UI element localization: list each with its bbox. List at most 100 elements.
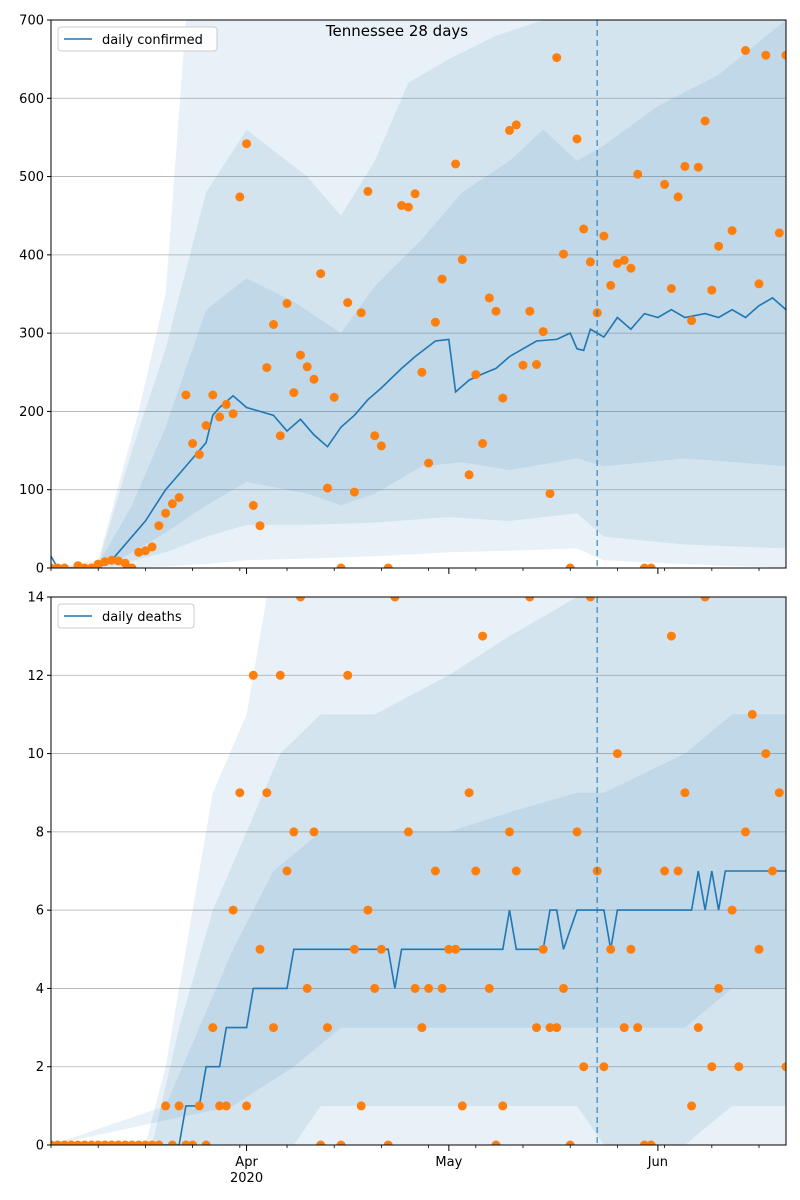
confirmed-observed-point — [599, 231, 609, 241]
deaths-observed-point — [208, 1023, 218, 1033]
deaths-observed-point — [457, 1101, 467, 1111]
deaths-observed-point — [269, 1023, 278, 1033]
deaths-observed-point — [734, 1062, 744, 1072]
deaths-band-inner — [51, 714, 786, 1145]
confirmed-observed-point — [248, 500, 258, 510]
confirmed-observed-point — [140, 546, 150, 556]
deaths-observed-point — [761, 749, 771, 759]
deaths-x-tick-label: May — [435, 1155, 462, 1170]
confirmed-observed-point — [120, 558, 130, 568]
deaths-observed-point — [781, 1062, 786, 1072]
deaths-observed-point — [747, 709, 757, 719]
confirmed-y-tick-label: 600 — [19, 92, 44, 107]
deaths-observed-point — [579, 1062, 589, 1072]
confirmed-observed-point — [606, 280, 616, 290]
deaths-median-line — [51, 870, 786, 1145]
deaths-uncertainty-bands — [51, 597, 786, 1145]
confirmed-observed-point — [221, 399, 231, 409]
deaths-observed-point — [471, 866, 481, 876]
confirmed-observed-point — [754, 279, 764, 289]
deaths-observed-point — [417, 1023, 427, 1033]
deaths-observed-point — [741, 827, 750, 837]
confirmed-observed-point — [134, 547, 144, 557]
deaths-observed-point — [120, 1140, 130, 1145]
deaths-observed-point — [60, 1140, 69, 1145]
confirmed-observed-point — [147, 542, 157, 552]
deaths-observed-point — [768, 866, 777, 876]
deaths-observed-point — [343, 670, 353, 680]
confirmed-panel: 0 100 200 300 400 500 600 700 Tennessee 28 days… — [19, 14, 787, 577]
confirmed-observed-point — [383, 563, 393, 568]
deaths-observed-point — [424, 983, 434, 993]
deaths-observed-point — [410, 983, 420, 993]
legend-label-confirmed: daily confirmed — [102, 33, 203, 48]
deaths-observed-point — [73, 1140, 83, 1145]
confirmed-observed-point — [633, 169, 643, 179]
confirmed-observed-point — [693, 162, 703, 172]
deaths-observed-point — [107, 1140, 117, 1145]
deaths-observed-point — [599, 1062, 609, 1072]
deaths-observed-point — [356, 1101, 366, 1111]
deaths-x-tick-label: 2020 — [230, 1171, 263, 1186]
deaths-observed-point — [309, 827, 319, 837]
deaths-observed-point — [80, 1140, 90, 1145]
confirmed-observed-point — [471, 370, 481, 380]
deaths-observed-point — [511, 866, 521, 876]
deaths-observed-point — [430, 866, 440, 876]
deaths-observed-point — [363, 905, 373, 915]
deaths-observed-point — [289, 827, 299, 837]
deaths-observed-point — [707, 1062, 717, 1072]
confirmed-observed-point — [505, 125, 514, 135]
deaths-median-line-group — [51, 870, 786, 1145]
deaths-observed-point — [444, 944, 454, 954]
confirmed-observed-point — [356, 308, 366, 318]
deaths-y-tick-label: 10 — [27, 747, 44, 762]
confirmed-median-line-group — [51, 296, 786, 568]
deaths-observed-point — [100, 1140, 110, 1145]
deaths-observed-point — [680, 788, 690, 798]
deaths-observed-point — [565, 1140, 575, 1145]
chart-title: Tennessee 28 days — [325, 22, 468, 40]
confirmed-y-tick-label: 500 — [19, 170, 44, 185]
confirmed-observed-point — [572, 134, 582, 144]
confirmed-observed-point — [646, 563, 656, 568]
deaths-observed-point — [646, 1140, 656, 1145]
deaths-observed-point — [221, 1101, 231, 1111]
confirmed-observed-point — [80, 563, 90, 568]
confirmed-observed-point — [343, 298, 353, 308]
confirmed-observed-point — [289, 388, 299, 398]
confirmed-observed-point — [565, 563, 575, 568]
deaths-y-tick-label: 14 — [27, 591, 44, 606]
deaths-observed-point — [370, 983, 380, 993]
confirmed-axes-frame — [50, 19, 787, 569]
deaths-observed-point — [754, 944, 764, 954]
deaths-observed-point — [316, 1140, 326, 1145]
deaths-observed-point — [525, 597, 535, 602]
deaths-legend: daily deaths — [57, 603, 195, 629]
confirmed-observed-point — [323, 483, 332, 493]
deaths-observed-point — [464, 788, 474, 798]
deaths-observed-point — [323, 1023, 332, 1033]
confirmed-observed-point — [727, 226, 737, 236]
confirmed-observed-point — [532, 360, 541, 369]
confirmed-observed-point — [255, 521, 265, 531]
deaths-observed-point — [242, 1101, 252, 1111]
deaths-observed-point — [484, 983, 494, 993]
deaths-observed-point — [700, 597, 710, 602]
deaths-observed-point — [87, 1140, 96, 1145]
confirmed-y-tick-label: 0 — [36, 562, 44, 577]
deaths-observed-point — [201, 1140, 211, 1145]
deaths-observed-point — [302, 983, 312, 993]
deaths-x-tick-label: Apr — [235, 1155, 258, 1170]
confirmed-observed-point — [457, 255, 467, 265]
deaths-observed-point — [376, 944, 386, 954]
deaths-observed-point — [572, 827, 582, 837]
legend-label-deaths: daily deaths — [102, 610, 182, 625]
confirmed-observed-point — [741, 46, 750, 55]
deaths-observed-point — [161, 1101, 171, 1111]
deaths-observed-point — [154, 1140, 164, 1145]
deaths-observed-point — [687, 1101, 697, 1111]
confirmed-observed-point — [161, 508, 171, 518]
deaths-observed-point — [248, 670, 258, 680]
